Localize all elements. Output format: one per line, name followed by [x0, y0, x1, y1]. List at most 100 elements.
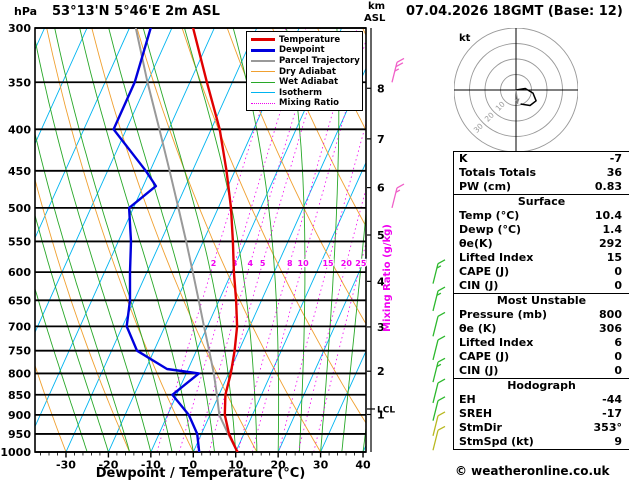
km-tick-label: 6 [377, 182, 385, 195]
legend-item: Wet Adiabat [251, 77, 360, 87]
indices-section-title: Most Unstable [496, 294, 587, 307]
index-value: 800 [599, 308, 622, 321]
km-tick-label: 1 [377, 409, 385, 422]
km-tick-label: 5 [377, 229, 385, 242]
indices-table: K -7 Totals Totals 36 PW (cm) 0.83 Surface Temp… [453, 151, 629, 450]
pressure-axis-unit: hPa [14, 5, 38, 18]
legend-line-sample [251, 48, 275, 52]
indices-row: Lifted Index 15 [454, 251, 629, 265]
plot-frame [34, 27, 367, 453]
pressure-tick-label: 850 [8, 389, 31, 402]
indices-row: StmDir 353° [454, 421, 629, 435]
km-tick-label: 7 [377, 133, 385, 146]
indices-row: CAPE (J) 0 [454, 265, 629, 279]
pressure-tick-label: 750 [8, 345, 31, 358]
indices-section-title: Hodograph [507, 379, 576, 392]
right-axis-title-asl: ASL [364, 13, 386, 24]
indices-row: Lifted Index 6 [454, 336, 629, 350]
index-value: 306 [599, 322, 622, 335]
legend-item-label: Dry Adiabat [279, 66, 336, 77]
mixing-ratio-value: 20 [341, 259, 353, 268]
indices-section: K -7 Totals Totals 36 PW (cm) 0.83 [454, 152, 629, 194]
mixing-ratio-axis-label: Mixing Ratio (g/kg) [382, 224, 393, 332]
copyright: © weatheronline.co.uk [455, 464, 610, 478]
indices-row: Pressure (mb) 800 [454, 308, 629, 322]
km-tick-label: 3 [377, 321, 385, 334]
pressure-tick-label: 900 [8, 409, 31, 422]
indices-row: Totals Totals 36 [454, 166, 629, 180]
indices-row: Dewp (°C) 1.4 [454, 223, 629, 237]
legend-item-label: Wet Adiabat [279, 77, 339, 88]
temp-tick-label: 40 [355, 459, 371, 472]
index-value: 1.4 [602, 223, 623, 236]
index-label: SREH [459, 407, 493, 420]
indices-section-title: Surface [517, 195, 566, 208]
indices-row: CIN (J) 0 [454, 364, 629, 378]
indices-row: CIN (J) 0 [454, 279, 629, 293]
legend-item: Parcel Trajectory [251, 56, 360, 66]
temp-tick-label: 20 [271, 459, 287, 472]
index-label: Lifted Index [459, 251, 534, 264]
index-label: θe(K) [459, 237, 493, 250]
index-value: 0.83 [594, 180, 622, 193]
legend-item: Dry Adiabat [251, 67, 360, 77]
indices-section: Most Unstable Pressure (mb) 800 θe (K) 306 Li… [454, 293, 629, 378]
temp-tick-label: 10 [228, 459, 244, 472]
index-label: StmSpd (kt) [459, 435, 534, 448]
mixing-ratio-value: 25 [355, 259, 367, 268]
mixing-ratio-value: 4 [247, 259, 253, 268]
index-label: Pressure (mb) [459, 308, 547, 321]
pressure-tick-label: 1000 [0, 446, 31, 459]
km-tick-label: 8 [377, 82, 385, 95]
legend-item-label: Mixing Ratio [279, 98, 339, 109]
pressure-tick-label: 950 [8, 428, 31, 441]
legend-item-label: Isotherm [279, 87, 322, 98]
hodograph-unit-label: kt [459, 33, 471, 44]
index-value: 353° [593, 421, 622, 434]
index-value: 0 [614, 265, 622, 278]
index-label: CIN (J) [459, 364, 499, 377]
index-label: Totals Totals [459, 166, 537, 179]
index-value: 292 [599, 237, 622, 250]
legend-line-sample [251, 59, 275, 62]
pressure-tick-label: 550 [8, 235, 31, 248]
mixing-ratio-value: 5 [260, 259, 266, 268]
lcl-label: LCL [377, 405, 395, 415]
pressure-tick-label: 400 [8, 123, 31, 136]
temp-tick-label: -10 [141, 459, 161, 472]
legend-line-sample [251, 102, 275, 104]
legend-line-sample [251, 81, 275, 83]
pressure-tick-label: 350 [8, 76, 31, 89]
legend: Temperature Dewpoint Parcel Trajectory Dry … [246, 31, 363, 112]
index-label: CAPE (J) [459, 350, 510, 363]
indices-row: Temp (°C) 10.4 [454, 209, 629, 223]
wind-barbs [391, 57, 446, 451]
legend-item: Mixing Ratio [251, 98, 360, 109]
index-value: 6 [614, 336, 622, 349]
right-axis-title-km: km [368, 1, 386, 12]
index-label: EH [459, 393, 476, 406]
index-value: 0 [614, 279, 622, 292]
index-label: StmDir [459, 421, 502, 434]
index-label: Temp (°C) [459, 209, 520, 222]
pressure-tick-label: 450 [8, 165, 31, 178]
index-label: CIN (J) [459, 279, 499, 292]
temp-tick-label: 0 [189, 459, 197, 472]
indices-row: CAPE (J) 0 [454, 350, 629, 364]
index-label: PW (cm) [459, 180, 512, 193]
index-label: Dewp (°C) [459, 223, 522, 236]
legend-line-sample [251, 71, 275, 73]
pressure-tick-label: 300 [8, 22, 31, 35]
legend-line-sample [251, 92, 275, 94]
index-value: 9 [614, 435, 622, 448]
indices-row: PW (cm) 0.83 [454, 180, 629, 194]
index-value: 0 [614, 364, 622, 377]
hodograph-trace [515, 87, 537, 107]
temp-tick-label: -20 [98, 459, 118, 472]
indices-row: EH -44 [454, 393, 629, 407]
pressure-tick-label: 800 [8, 367, 31, 380]
indices-row: SREH -17 [454, 407, 629, 421]
